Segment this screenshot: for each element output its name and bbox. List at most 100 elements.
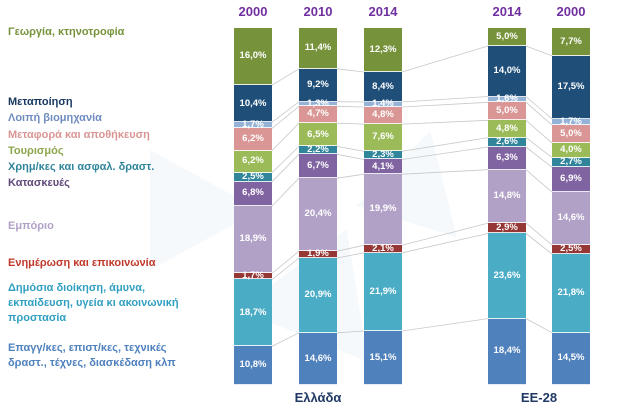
- bar-segment: 18,4%: [488, 318, 526, 385]
- bar-segment: 2,7%: [552, 156, 590, 168]
- connector-line: [525, 137, 553, 158]
- connector-line: [525, 101, 553, 126]
- bar-segment: 2,5%: [234, 172, 272, 182]
- bar-segment: 4,8%: [488, 120, 526, 138]
- category-label: Λοιπή βιομηχανία: [8, 112, 102, 124]
- stacked-bar: 11,4% 9,2% 1,3% 4,7% 6,5% 2,2% 6,7% 20,4% 1,9% 20…: [299, 28, 337, 385]
- year-header: 2014: [492, 4, 522, 19]
- bar-segment: 14,6%: [552, 192, 590, 245]
- segment-value-label: 16,0%: [239, 50, 267, 62]
- connector-line: [525, 222, 553, 246]
- segment-value-label: 17,5%: [557, 81, 585, 93]
- year-header: 2010: [303, 4, 333, 19]
- category-label: Γεωργία, κτηνοτροφία: [8, 26, 125, 38]
- bar-segment: 18,9%: [234, 205, 272, 274]
- segment-value-label: 23,6%: [493, 269, 521, 281]
- bar-segment: 5,0%: [488, 28, 526, 47]
- segment-value-label: 12,3%: [369, 43, 397, 55]
- category-label: Τουρισμός: [8, 145, 64, 157]
- year-header: 2000: [238, 4, 268, 19]
- connector-line: [271, 332, 300, 347]
- connector-line: [271, 68, 300, 86]
- segment-value-label: 11,4%: [304, 42, 332, 54]
- bar-segment: 19,9%: [364, 174, 402, 246]
- segment-value-label: 5,0%: [560, 127, 582, 139]
- group-label-eu28: ΕΕ-28: [520, 390, 558, 405]
- bar-segment: 2,1%: [364, 242, 402, 254]
- connector-line: [336, 68, 365, 73]
- bar-segment: 10,8%: [234, 346, 272, 385]
- bar-segment: 2,9%: [488, 223, 526, 234]
- stacked-bar: 7,7% 17,5% 1,7% 5,0% 4,0% 2,7% 6,9% 14,6% 2,5% 21…: [552, 28, 590, 385]
- bar-segment: 6,2%: [234, 128, 272, 151]
- segment-value-label: 7,7%: [560, 35, 582, 47]
- bar-segment: 10,4%: [234, 85, 272, 123]
- bar-segment: 1,7%: [234, 120, 272, 129]
- bar-segment: 1,6%: [488, 93, 526, 105]
- bar-segment: 6,5%: [299, 123, 337, 147]
- category-label: Εμπόριο: [8, 220, 54, 232]
- segment-value-label: 18,9%: [239, 233, 267, 245]
- connector-line: [525, 96, 553, 120]
- connector-line: [271, 105, 300, 129]
- bar-segment: 2,3%: [364, 149, 402, 161]
- segment-value-label: 2,7%: [560, 156, 582, 168]
- bar-segment: 18,7%: [234, 279, 272, 347]
- stacked-bar: 12,3% 8,4% 1,4% 4,8% 7,6% 2,3% 4,1% 19,9% 2,1% 21…: [364, 28, 402, 385]
- segment-value-label: 2,3%: [372, 149, 394, 161]
- bar-segment: 6,7%: [299, 154, 337, 179]
- segment-value-label: 4,8%: [496, 122, 518, 134]
- segment-value-label: 6,8%: [242, 187, 264, 199]
- bar-segment: 21,8%: [552, 253, 590, 333]
- connector-line: [401, 45, 489, 73]
- connector-line: [525, 169, 553, 193]
- bar-segment: 4,8%: [364, 106, 402, 125]
- segment-value-label: 6,2%: [242, 155, 264, 167]
- segment-value-label: 2,1%: [372, 242, 394, 254]
- connector-line: [271, 146, 300, 173]
- segment-value-label: 18,4%: [493, 345, 521, 357]
- bar-segment: 7,6%: [364, 124, 402, 152]
- category-label: Χρημ/κες και ασφαλ. δραστ.: [8, 161, 155, 173]
- bar-segment: 5,0%: [552, 125, 590, 144]
- segment-value-label: 19,9%: [369, 203, 397, 215]
- segment-value-label: 15,1%: [369, 351, 397, 363]
- connector-line: [336, 122, 365, 125]
- segment-value-label: 1,7%: [560, 115, 582, 127]
- connector-line: [271, 101, 300, 123]
- segment-value-label: 6,3%: [496, 152, 518, 164]
- category-label: Δημόσια διοίκηση, άμυνα, εκπαίδευση, υγε…: [8, 282, 179, 324]
- segment-value-label: 1,6%: [496, 93, 518, 105]
- connector-line: [271, 122, 300, 151]
- segment-value-label: 1,3%: [307, 97, 329, 109]
- segment-value-label: 14,6%: [304, 352, 332, 364]
- segment-value-label: 6,2%: [242, 133, 264, 145]
- segment-value-label: 14,0%: [493, 65, 521, 76]
- bar-segment: 6,3%: [488, 146, 526, 170]
- connector-line: [401, 318, 489, 332]
- connector-line: [525, 119, 553, 144]
- connector-line: [401, 101, 489, 108]
- bar-segment: 9,2%: [299, 68, 337, 102]
- segment-value-label: 9,2%: [307, 78, 329, 90]
- group-label-greece: Ελλάδα: [294, 390, 342, 405]
- bar-segment: 6,2%: [234, 150, 272, 173]
- bar-segment: 7,7%: [552, 28, 590, 56]
- segment-value-label: 10,4%: [239, 97, 267, 109]
- bar-segment: 14,6%: [299, 332, 337, 385]
- segment-value-label: 6,5%: [307, 128, 329, 140]
- bar-segment: 1,7%: [234, 271, 272, 280]
- bar-segment: 1,3%: [299, 97, 337, 109]
- category-label: Μεταφορά και αποθήκευση: [8, 129, 150, 141]
- bar-segment: 6,8%: [234, 181, 272, 206]
- category-label: Κατασκευές: [8, 177, 70, 189]
- segment-value-label: 4,7%: [307, 108, 329, 120]
- segment-value-label: 10,8%: [239, 359, 267, 371]
- segment-value-label: 14,6%: [557, 212, 585, 224]
- segment-value-label: 21,9%: [369, 285, 397, 297]
- bar-segment: 1,4%: [364, 99, 402, 108]
- segment-value-label: 7,6%: [372, 131, 394, 143]
- connector-line: [401, 119, 489, 125]
- year-header: 2014: [368, 4, 398, 19]
